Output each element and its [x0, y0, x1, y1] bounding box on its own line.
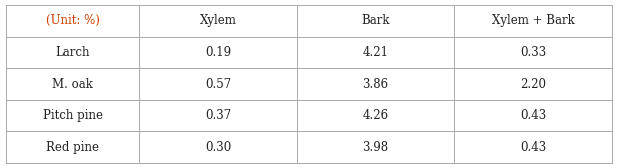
Text: Bark: Bark	[362, 14, 390, 27]
Text: 0.37: 0.37	[205, 109, 231, 122]
Text: 0.43: 0.43	[520, 109, 546, 122]
Text: 0.30: 0.30	[205, 141, 231, 154]
Text: 2.20: 2.20	[520, 77, 546, 91]
Text: Red pine: Red pine	[46, 141, 99, 154]
Text: Pitch pine: Pitch pine	[43, 109, 103, 122]
Text: Xylem + Bark: Xylem + Bark	[492, 14, 575, 27]
Text: Larch: Larch	[56, 46, 90, 59]
Text: (Unit: %): (Unit: %)	[46, 14, 99, 27]
Text: 0.33: 0.33	[520, 46, 546, 59]
Text: 0.19: 0.19	[205, 46, 231, 59]
Text: Xylem: Xylem	[200, 14, 237, 27]
Text: 0.57: 0.57	[205, 77, 231, 91]
Text: M. oak: M. oak	[53, 77, 93, 91]
Text: 3.86: 3.86	[363, 77, 389, 91]
Text: 4.26: 4.26	[363, 109, 389, 122]
Text: 3.98: 3.98	[363, 141, 389, 154]
Text: 0.43: 0.43	[520, 141, 546, 154]
Text: 4.21: 4.21	[363, 46, 389, 59]
